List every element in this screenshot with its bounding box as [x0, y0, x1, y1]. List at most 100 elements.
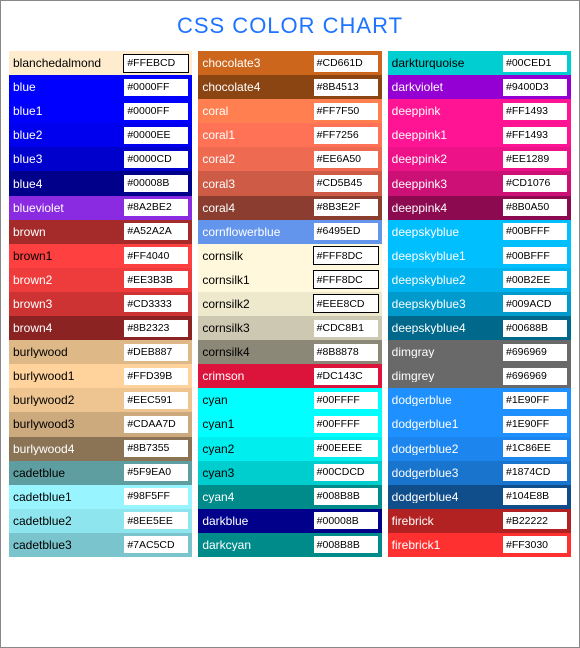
color-hex: #CDAA7D — [123, 415, 189, 434]
color-name: dimgrey — [388, 370, 502, 382]
color-name: blue2 — [9, 129, 123, 141]
color-swatch: coral3#CD5B45 — [198, 171, 381, 195]
color-hex: #FF1493 — [502, 126, 568, 145]
color-swatch: darkcyan#008B8B — [198, 533, 381, 557]
color-hex: #00688B — [502, 319, 568, 338]
color-hex: #00CDCD — [313, 463, 379, 482]
color-swatch: chocolate3#CD661D — [198, 51, 381, 75]
color-hex: #CD3333 — [123, 294, 189, 313]
color-name: cornflowerblue — [198, 226, 312, 238]
color-swatch: dimgrey#696969 — [388, 364, 571, 388]
color-swatch: dodgerblue1#1E90FF — [388, 412, 571, 436]
color-name: deeppink2 — [388, 153, 502, 165]
color-name: coral2 — [198, 153, 312, 165]
color-swatch: coral4#8B3E2F — [198, 196, 381, 220]
color-swatch: blue4#00008B — [9, 171, 192, 195]
color-swatch: blueviolet#8A2BE2 — [9, 196, 192, 220]
color-swatch: deepskyblue4#00688B — [388, 316, 571, 340]
color-name: deepskyblue — [388, 226, 502, 238]
color-swatch: cornflowerblue#6495ED — [198, 220, 381, 244]
color-hex: #A52A2A — [123, 222, 189, 241]
color-hex: #DC143C — [313, 367, 379, 386]
color-name: blue3 — [9, 153, 123, 165]
page-title: CSS COLOR CHART — [9, 7, 571, 51]
color-name: cadetblue3 — [9, 539, 123, 551]
color-swatch: cyan#00FFFF — [198, 388, 381, 412]
color-hex: #6495ED — [313, 222, 379, 241]
color-swatch: cyan4#008B8B — [198, 485, 381, 509]
color-swatch: dodgerblue#1E90FF — [388, 388, 571, 412]
color-name: dodgerblue3 — [388, 467, 502, 479]
color-hex: #FF7256 — [313, 126, 379, 145]
color-name: cyan2 — [198, 443, 312, 455]
color-column-1: blanchedalmond#FFEBCDblue#0000FFblue1#00… — [9, 51, 192, 557]
color-name: brown4 — [9, 322, 123, 334]
color-name: cadetblue2 — [9, 515, 123, 527]
color-swatch: cyan3#00CDCD — [198, 461, 381, 485]
color-name: blanchedalmond — [9, 57, 123, 69]
color-name: deepskyblue4 — [388, 322, 502, 334]
color-hex: #00FFFF — [313, 415, 379, 434]
color-swatch: deeppink1#FF1493 — [388, 123, 571, 147]
color-name: cyan — [198, 394, 312, 406]
color-name: coral4 — [198, 202, 312, 214]
color-swatch: deeppink4#8B0A50 — [388, 196, 571, 220]
color-name: deeppink3 — [388, 178, 502, 190]
color-hex: #8B0A50 — [502, 198, 568, 217]
color-swatch: cadetblue2#8EE5EE — [9, 509, 192, 533]
color-hex: #00FFFF — [313, 391, 379, 410]
color-name: blue — [9, 81, 123, 93]
color-swatch: deepskyblue#00BFFF — [388, 220, 571, 244]
color-name: brown3 — [9, 298, 123, 310]
color-swatch: deepskyblue3#009ACD — [388, 292, 571, 316]
color-hex: #0000EE — [123, 126, 189, 145]
color-name: dodgerblue4 — [388, 491, 502, 503]
color-hex: #FF7F50 — [313, 102, 379, 121]
color-hex: #696969 — [502, 343, 568, 362]
color-name: coral1 — [198, 129, 312, 141]
color-hex: #8A2BE2 — [123, 198, 189, 217]
color-columns: blanchedalmond#FFEBCDblue#0000FFblue1#00… — [9, 51, 571, 557]
color-name: burlywood — [9, 346, 123, 358]
color-column-3: darkturquoise#00CED1darkviolet#9400D3dee… — [388, 51, 571, 557]
color-swatch: blue#0000FF — [9, 75, 192, 99]
color-swatch: blue1#0000FF — [9, 99, 192, 123]
color-swatch: dodgerblue2#1C86EE — [388, 437, 571, 461]
color-hex: #5F9EA0 — [123, 463, 189, 482]
color-swatch: cornsilk4#8B8878 — [198, 340, 381, 364]
color-swatch: dodgerblue4#104E8B — [388, 485, 571, 509]
color-name: deepskyblue1 — [388, 250, 502, 262]
color-swatch: darkturquoise#00CED1 — [388, 51, 571, 75]
color-name: cyan1 — [198, 418, 312, 430]
color-swatch: deepskyblue1#00BFFF — [388, 244, 571, 268]
color-hex: #FFD39B — [123, 367, 189, 386]
color-hex: #FFF8DC — [313, 270, 379, 289]
color-hex: #0000CD — [123, 150, 189, 169]
color-swatch: cyan1#00FFFF — [198, 412, 381, 436]
color-name: darkturquoise — [388, 57, 502, 69]
color-swatch: burlywood4#8B7355 — [9, 437, 192, 461]
color-hex: #8EE5EE — [123, 511, 189, 530]
color-name: firebrick — [388, 515, 502, 527]
color-name: cornsilk4 — [198, 346, 312, 358]
color-hex: #FFF8DC — [313, 246, 379, 265]
color-swatch: burlywood2#EEC591 — [9, 388, 192, 412]
color-hex: #EE3B3B — [123, 270, 189, 289]
color-swatch: cadetblue1#98F5FF — [9, 485, 192, 509]
color-name: coral — [198, 105, 312, 117]
color-name: deeppink — [388, 105, 502, 117]
color-swatch: cornsilk#FFF8DC — [198, 244, 381, 268]
color-swatch: blanchedalmond#FFEBCD — [9, 51, 192, 75]
color-hex: #1874CD — [502, 463, 568, 482]
color-name: darkcyan — [198, 539, 312, 551]
color-name: blue4 — [9, 178, 123, 190]
color-hex: #EE1289 — [502, 150, 568, 169]
color-name: brown — [9, 226, 123, 238]
color-hex: #EEC591 — [123, 391, 189, 410]
color-swatch: brown4#8B2323 — [9, 316, 192, 340]
color-name: dimgray — [388, 346, 502, 358]
color-name: cadetblue1 — [9, 491, 123, 503]
color-swatch: brown3#CD3333 — [9, 292, 192, 316]
color-name: cadetblue — [9, 467, 123, 479]
color-swatch: deeppink#FF1493 — [388, 99, 571, 123]
